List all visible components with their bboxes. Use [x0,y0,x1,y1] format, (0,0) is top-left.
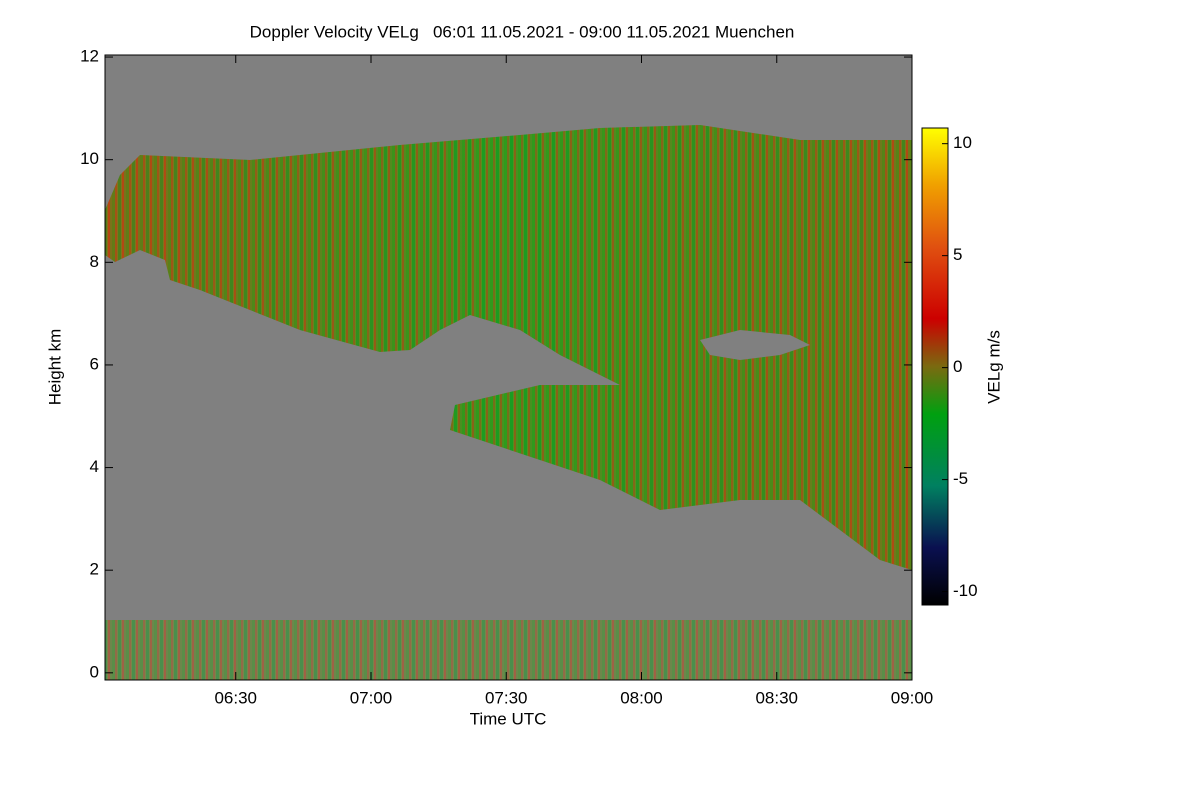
x-tick-label: 08:30 [755,688,798,707]
cloud-tint [105,125,912,570]
x-tick-label: 06:30 [214,688,257,707]
y-tick-label: 10 [80,149,99,168]
cloud-gap [700,330,810,360]
colorbar-tick-label: -5 [953,469,968,488]
x-axis-label: Time UTC [470,709,547,728]
colorbar [921,127,949,606]
colorbar-tick-label: 10 [953,133,972,152]
y-tick-label: 12 [80,47,99,66]
y-tick-label: 4 [90,457,99,476]
y-axis-label: Height km [45,329,64,406]
x-tick-label: 07:30 [485,688,528,707]
plot-frame [104,54,913,681]
colorbar-label: VELg m/s [984,330,1003,404]
y-tick-label: 2 [90,560,99,579]
chart-title: Doppler Velocity VELg 06:01 11.05.2021 -… [250,22,795,41]
y-tick-label: 6 [90,354,99,373]
y-tick-label: 0 [90,662,99,681]
x-tick-label: 07:00 [350,688,393,707]
colorbar-tick-label: 0 [953,357,962,376]
boundary-layer [105,620,912,680]
colorbar-tick-label: -10 [953,581,978,600]
x-tick-label: 09:00 [891,688,934,707]
y-tick-label: 8 [90,252,99,271]
colorbar-tick-label: 5 [953,245,962,264]
x-tick-label: 08:00 [620,688,663,707]
